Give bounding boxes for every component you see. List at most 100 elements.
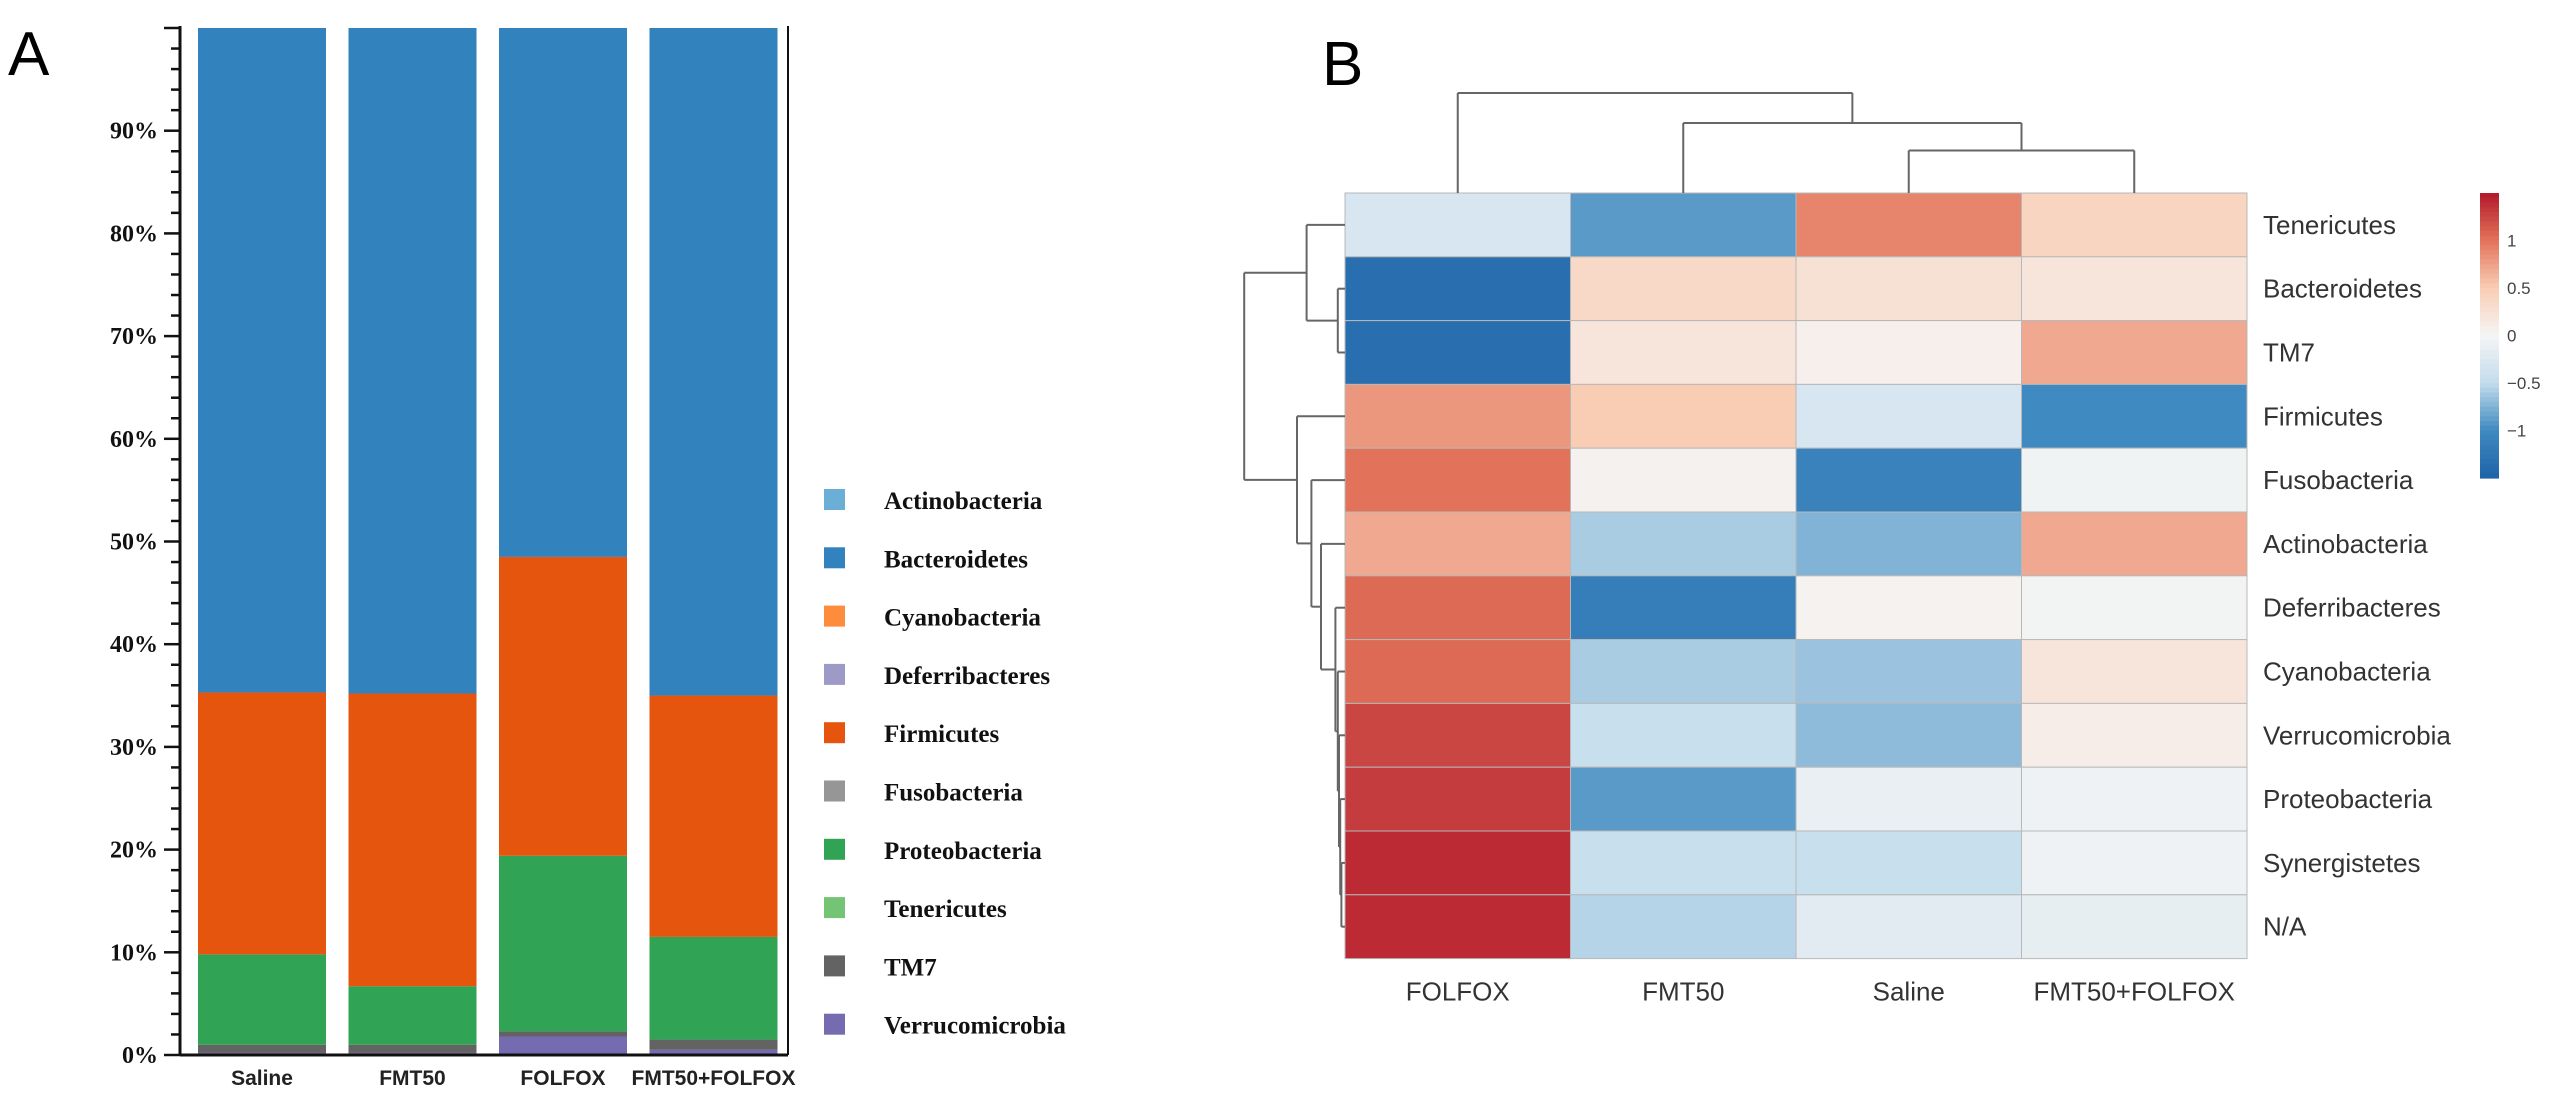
column-label: FOLFOX — [1406, 977, 1510, 1007]
y-tick-label: 20% — [110, 838, 158, 864]
column-label: FMT50 — [1642, 977, 1724, 1007]
colorbar-segment — [2480, 411, 2499, 417]
heatmap-cell — [1795, 256, 2022, 322]
colorbar-segment — [2480, 288, 2499, 294]
heatmap-cell — [1570, 766, 1797, 832]
stacked-bar-chart: Saline FMT50 FOLFOX FMT50+FOLFOX 0% 10% 20% 30%… — [110, 26, 1066, 1090]
heatmap-cell — [1570, 320, 1797, 385]
colorbar-segment — [2480, 307, 2499, 313]
heatmap-cell — [2021, 575, 2248, 641]
heatmap-cell — [2021, 830, 2248, 896]
bar-segment-tm7 — [499, 1031, 627, 1037]
colorbar-segment — [2480, 245, 2499, 251]
legend-swatch — [824, 780, 845, 802]
bar-segment-verrucomicrobia — [499, 1036, 627, 1055]
colorbar-segment — [2480, 311, 2499, 318]
legend-label: Fusobacteria — [884, 780, 1023, 807]
bar-segment-firmicutes — [499, 556, 627, 856]
bar-segment-firmicutes — [348, 693, 477, 987]
row-label: Proteobacteria — [2263, 784, 2433, 814]
x-tick-label: FMT50 — [379, 1067, 446, 1090]
colorbar-segment — [2480, 216, 2499, 223]
heatmap-cell — [2021, 639, 2248, 704]
colorbar-segment — [2480, 193, 2499, 199]
bar-segment-verrucomicrobia — [649, 1049, 778, 1055]
legend-swatch — [824, 897, 845, 919]
heatmap-cell — [1344, 830, 1571, 896]
legend-label: Proteobacteria — [884, 838, 1042, 865]
colorbar-segment — [2480, 202, 2499, 208]
bar-segment-proteobacteria — [348, 986, 477, 1045]
heatmap-cell — [1795, 639, 2022, 704]
legend-label: Bacteroidetes — [884, 546, 1028, 573]
row-label: Tenericutes — [2263, 210, 2396, 240]
heatmap-cell — [1570, 702, 1797, 768]
colorbar-segment — [2480, 468, 2499, 474]
colorbar-segment — [2480, 221, 2499, 227]
row-label: Firmicutes — [2263, 401, 2383, 431]
colorbar-segment — [2480, 259, 2499, 265]
colorbar-segment — [2480, 283, 2499, 289]
heatmap-cell — [1344, 511, 1571, 577]
legend-swatch — [824, 663, 845, 685]
column-label: Saline — [1873, 977, 1945, 1007]
colorbar-segment — [2480, 435, 2499, 441]
y-tick-label: 70% — [110, 324, 158, 350]
heatmap-cell — [1795, 830, 2022, 896]
colorbar-segment — [2480, 459, 2499, 465]
heatmap-cell — [1344, 575, 1571, 641]
colorbar-segment — [2480, 269, 2499, 275]
row-label: Cyanobacteria — [2263, 657, 2431, 687]
legend-swatch — [824, 722, 845, 744]
colorbar-segment — [2480, 278, 2499, 284]
legend-swatch — [824, 605, 845, 627]
heatmap-cell — [2021, 256, 2248, 322]
heatmap-cell — [1344, 894, 1571, 960]
heatmap-cell — [1570, 639, 1797, 704]
colorbar-segment — [2480, 302, 2499, 308]
heatmap-cell — [1344, 702, 1571, 768]
colorbar-segment — [2480, 387, 2499, 394]
legend-label: Deferribacteres — [884, 663, 1050, 690]
heatmap-cell — [1570, 192, 1797, 258]
heatmap-cell — [1344, 766, 1571, 832]
legend-swatch — [824, 955, 845, 977]
colorbar-segment — [2480, 364, 2499, 370]
legend-swatch — [824, 1013, 845, 1035]
bar-segment-firmicutes — [198, 692, 326, 955]
colorbar-segment — [2480, 330, 2499, 337]
colorbar-segment — [2480, 326, 2499, 332]
y-tick-label: 30% — [110, 735, 158, 761]
colorbar-segment — [2480, 349, 2499, 356]
heatmap-cell — [1344, 320, 1571, 385]
colorbar-tick-label: 0 — [2507, 327, 2516, 346]
heatmap-cell — [2021, 511, 2248, 577]
colorbar-segment — [2480, 402, 2499, 408]
heatmap-cell — [1795, 383, 2022, 449]
row-label: Verrucomicrobia — [2263, 720, 2451, 750]
heatmap-cell — [2021, 447, 2248, 513]
bar-segment-proteobacteria — [499, 855, 627, 1032]
row-label: Deferribacteres — [2263, 593, 2441, 623]
bar-segment-bacteroidetes — [499, 28, 627, 557]
legend-label: Cyanobacteria — [884, 605, 1041, 632]
y-tick-label: 50% — [110, 530, 158, 556]
colorbar-segment — [2480, 354, 2499, 360]
legend-swatch — [824, 489, 845, 510]
colorbar-segment — [2480, 463, 2499, 470]
bar-segment-tm7 — [348, 1044, 477, 1053]
colorbar-segment — [2480, 240, 2499, 246]
colorbar-segment — [2480, 440, 2499, 446]
colorbar-segment — [2480, 430, 2499, 436]
heatmap-chart: Tenericutes Bacteroidetes TM7 Firmicutes Fus… — [1243, 92, 2541, 1007]
colorbar-tick-label: −0.5 — [2507, 374, 2541, 393]
panel-a-label: A — [8, 20, 50, 89]
colorbar-segment — [2480, 292, 2499, 299]
legend-label: Actinobacteria — [884, 488, 1043, 515]
colorbar-segment — [2480, 397, 2499, 403]
y-tick-label: 10% — [110, 940, 158, 966]
colorbar-segment — [2480, 197, 2499, 204]
heatmap-cell — [1344, 256, 1571, 322]
colorbar-segment — [2480, 212, 2499, 218]
row-label: Actinobacteria — [2263, 529, 2428, 559]
